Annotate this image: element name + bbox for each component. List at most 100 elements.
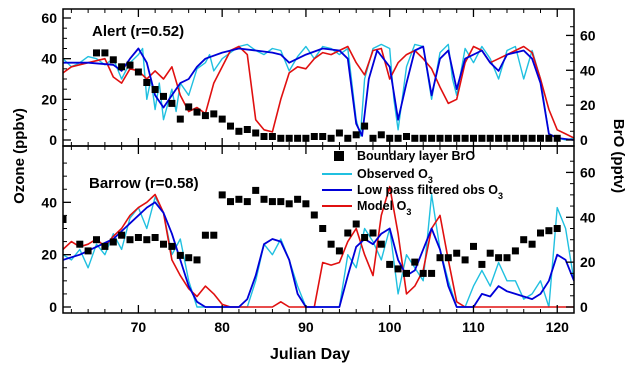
barrow-bro-marker	[176, 251, 184, 259]
axes-layer: 0 20 40 60 0 20 40 60 0 20 40 0 20 40 60 70 80 90 100 110 12…	[41, 9, 596, 335]
alert-bro-marker	[503, 134, 511, 142]
barrow-y-right-tick-label: 0	[580, 299, 588, 315]
barrow-bro-marker	[260, 195, 268, 203]
alert-bro-marker	[520, 134, 528, 142]
barrow-lowpass-o3-line	[63, 201, 574, 308]
barrow-bro-marker	[63, 216, 67, 223]
alert-bro-marker	[109, 56, 117, 64]
alert-bro-marker	[327, 134, 335, 142]
alert-model-o3-line	[63, 45, 574, 139]
barrow-panel-label: Barrow (r=0.58)	[89, 175, 199, 192]
barrow-y-left-tick-label: 40	[41, 194, 57, 210]
alert-bro-marker	[227, 122, 234, 130]
barrow-bro-marker	[277, 198, 285, 206]
barrow-bro-marker	[386, 260, 394, 268]
alert-bro-marker	[461, 134, 469, 142]
alert-y-left-tick-label: 0	[49, 132, 57, 148]
alert-bro-marker	[310, 133, 318, 140]
barrow-y-right-tick-label: 40	[580, 209, 596, 225]
x-tick-label: 80	[214, 319, 230, 335]
alert-y-left-tick-label: 40	[41, 51, 57, 67]
alert-y-right-tick-label: 0	[580, 132, 588, 148]
x-tick-label: 90	[298, 319, 314, 335]
x-tick-label: 70	[131, 319, 147, 335]
barrow-bro-marker	[511, 247, 519, 255]
alert-lowpass-o3-line	[63, 45, 574, 141]
legend: Boundary layer BrO Observed O3 Low pass …	[322, 149, 503, 217]
alert-bro-marker	[369, 134, 377, 142]
alert-bro-marker	[319, 133, 327, 140]
barrow-bro-marker	[327, 240, 335, 248]
barrow-bro-marker	[319, 225, 327, 232]
barrow-y-right-tick-label: 20	[580, 254, 596, 270]
barrow-bro-marker	[403, 269, 410, 277]
barrow-model-o3-line	[63, 185, 574, 308]
barrow-bro-marker	[503, 254, 511, 262]
alert-bro-marker	[419, 134, 427, 142]
barrow-bro-marker	[210, 231, 218, 239]
alert-bro-marker	[151, 86, 159, 93]
alert-bro-marker	[134, 68, 142, 76]
barrow-bro-marker	[520, 236, 528, 244]
x-tick-label: 120	[546, 319, 570, 335]
barrow-bro-marker	[528, 240, 536, 248]
barrow-bro-marker	[193, 256, 201, 264]
barrow-bro-marker	[268, 198, 276, 206]
legend-bro-marker	[334, 151, 344, 161]
alert-bro-marker	[453, 134, 461, 142]
barrow-observed-o3-line	[63, 193, 574, 308]
y-axis-right-title: BrO (pptv)	[610, 119, 626, 193]
barrow-bro-marker	[478, 260, 486, 268]
alert-bro-marker	[511, 134, 519, 142]
barrow-bro-marker	[84, 247, 92, 255]
alert-bro-marker	[277, 134, 285, 142]
alert-y-right-tick-label: 20	[580, 97, 596, 113]
y-axis-left-title: Ozone (ppbv)	[11, 108, 28, 204]
alert-bro-marker	[193, 108, 201, 116]
alert-bro-marker	[285, 134, 293, 142]
alert-bro-marker	[268, 133, 276, 140]
barrow-bro-marker	[118, 231, 126, 239]
barrow-bro-marker	[252, 186, 260, 194]
barrow-bro-marker	[436, 254, 444, 262]
alert-y-left-tick-label: 20	[41, 91, 57, 107]
barrow-bro-marker	[185, 254, 193, 262]
barrow-bro-marker	[302, 200, 310, 208]
legend-item-observed: Observed O3	[357, 167, 433, 185]
legend-item-model-subscript: 3	[406, 207, 411, 217]
barrow-bro-marker	[134, 234, 142, 241]
alert-bro-marker	[168, 99, 176, 107]
barrow-bro-marker	[151, 234, 159, 241]
legend-item-lowpass: Low pass filtered obs O3	[357, 183, 503, 201]
barrow-bro-marker	[461, 256, 469, 264]
alert-bro-marker	[252, 129, 260, 137]
alert-bro-marker	[126, 61, 134, 69]
alert-bro-marker	[218, 115, 226, 123]
barrow-bro-marker	[394, 265, 402, 273]
barrow-bro-marker	[495, 254, 503, 262]
alert-bro-marker	[528, 134, 536, 142]
alert-bro-marker	[210, 110, 218, 118]
barrow-bro-marker	[369, 229, 377, 237]
alert-bro-marker	[235, 127, 243, 135]
barrow-bro-marker	[453, 249, 461, 257]
barrow-bro-marker	[411, 258, 419, 266]
alert-bro-marker	[93, 49, 100, 57]
alert-bro-marker	[160, 92, 167, 100]
x-axis-title: Julian Day	[270, 346, 350, 363]
alert-bro-marker	[294, 134, 302, 142]
barrow-bro-marker	[126, 236, 134, 244]
barrow-bro-marker	[377, 240, 385, 248]
alert-bro-marker	[352, 131, 360, 139]
alert-bro-marker	[436, 134, 444, 142]
alert-y-left-tick-label: 60	[41, 10, 57, 26]
alert-bro-marker	[428, 134, 436, 142]
legend-item-observed-subscript: 3	[428, 175, 433, 185]
barrow-bro-marker	[168, 242, 176, 250]
barrow-bro-marker	[428, 269, 436, 277]
barrow-bro-marker	[419, 269, 427, 277]
barrow-bro-marker	[310, 211, 318, 219]
alert-bro-marker	[243, 126, 251, 133]
alert-bro-marker	[394, 134, 402, 142]
